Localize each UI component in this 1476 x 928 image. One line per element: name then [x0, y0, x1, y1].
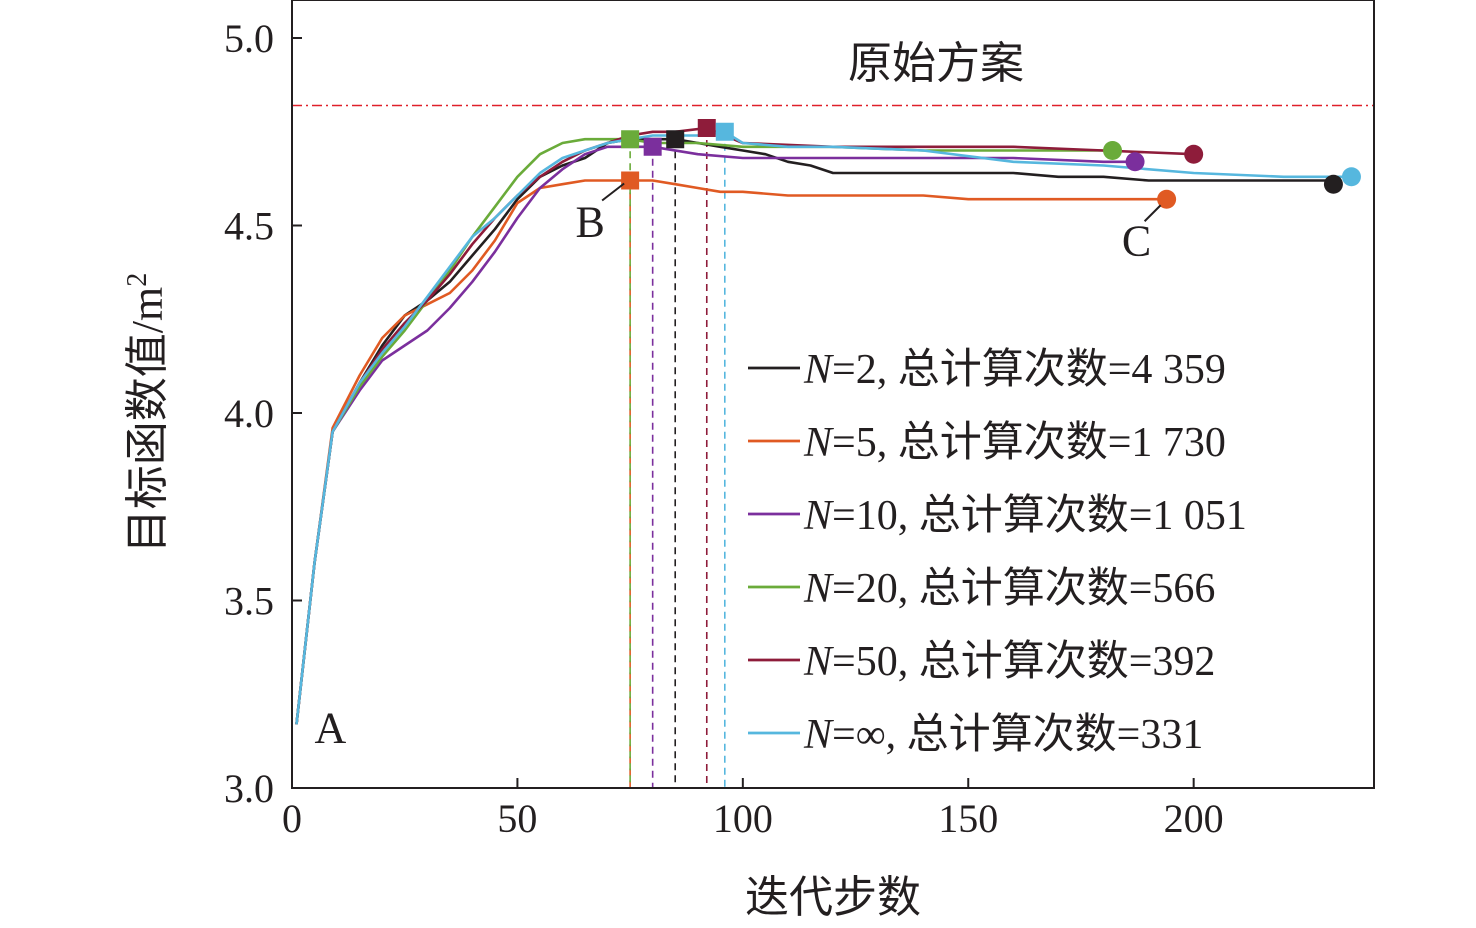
legend-entry-5-text: =∞, 总计算次数=331: [832, 712, 1203, 758]
legend-entry-3-text: =20, 总计算次数=566: [832, 566, 1215, 612]
y-axis-title: 目标函数值/m2: [122, 273, 172, 553]
legend-entry-3-variable: N: [803, 566, 834, 612]
square-marker-3: [621, 130, 640, 149]
square-marker-0: [666, 130, 685, 149]
y-tick-label-3: 4.5: [224, 204, 274, 249]
x-tick-label-0: 0: [282, 796, 302, 841]
legend-entry-4: N=50, 总计算次数=392: [803, 639, 1215, 685]
y-axis-title-text: 目标函数值/m: [123, 287, 172, 553]
y-tick-label-1: 3.5: [224, 579, 274, 624]
legend-entry-1-variable: N: [803, 420, 834, 466]
annotation-b-leader: [601, 182, 625, 202]
legend-entry-4-variable: N: [803, 639, 834, 685]
y-tick-label-2: 4.0: [224, 391, 274, 436]
markers-group: [621, 119, 1361, 209]
plot-frame: [291, 0, 1375, 789]
axes-group: 0 50 100 150 200 3.0 3.5 4.0 4.5 5.0: [224, 0, 1375, 841]
series-group: [295, 126, 1352, 725]
legend-entry-0: N=2, 总计算次数=4 359: [803, 347, 1226, 393]
legend-entry-4-text: =50, 总计算次数=392: [832, 639, 1215, 685]
series-line-1: [295, 179, 1167, 725]
square-marker-4: [697, 119, 716, 137]
annotation-a: A: [315, 703, 347, 752]
square-marker-5: [715, 122, 734, 141]
x-tick-label-2: 100: [713, 796, 773, 841]
end-marker-1: [1157, 189, 1177, 209]
legend-entry-2-text: =10, 总计算次数=1 051: [832, 493, 1247, 539]
reference-line-group: 原始方案: [292, 39, 1374, 107]
annotation-b: B: [575, 198, 604, 247]
legend-entry-2-variable: N: [803, 493, 834, 539]
end-marker-0: [1323, 174, 1343, 194]
legend-entry-0-variable: N: [803, 347, 834, 393]
end-marker-2: [1125, 152, 1145, 172]
x-axis-title: 迭代步数: [745, 873, 921, 922]
series-line-2: [295, 145, 1136, 725]
series-line-5: [295, 130, 1352, 725]
legend-entry-3: N=20, 总计算次数=566: [803, 566, 1215, 612]
legend-entry-1: N=5, 总计算次数=1 730: [803, 420, 1226, 466]
annotation-c: C: [1122, 216, 1151, 265]
end-marker-4: [1184, 144, 1204, 164]
y-tick-label-0: 3.0: [224, 766, 274, 811]
legend-entry-5-variable: N: [803, 712, 834, 758]
legend-entry-2: N=10, 总计算次数=1 051: [803, 493, 1247, 539]
square-marker-1: [621, 171, 640, 190]
drop-lines-group: [629, 128, 726, 788]
y-axis-title-superscript: 2: [122, 273, 153, 287]
legend-entry-1-text: =5, 总计算次数=1 730: [832, 420, 1226, 466]
x-tick-label-1: 50: [497, 796, 537, 841]
legend-entry-0-text: =2, 总计算次数=4 359: [832, 347, 1226, 393]
legend-entry-5: N=∞, 总计算次数=331: [803, 712, 1203, 758]
annotation-c-leader: [1143, 204, 1162, 222]
end-marker-5: [1341, 167, 1361, 187]
x-tick-label-4: 200: [1164, 796, 1224, 841]
reference-line-label: 原始方案: [848, 39, 1024, 88]
end-marker-3: [1103, 141, 1123, 160]
x-tick-label-3: 150: [938, 796, 998, 841]
y-tick-label-4: 5.0: [224, 16, 274, 61]
square-marker-2: [643, 137, 662, 156]
annotations-group: A B C: [315, 182, 1162, 752]
